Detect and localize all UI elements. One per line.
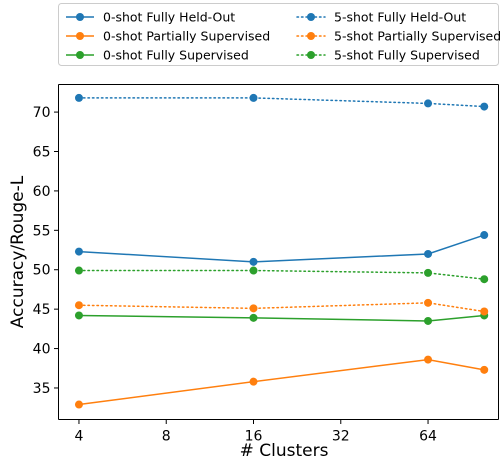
legend-marker [307, 51, 315, 59]
legend-item: 5-shot Fully Supervised [296, 48, 480, 63]
series-line [78, 358, 485, 406]
x-tick-label: 8 [162, 429, 171, 445]
data-point [480, 102, 489, 111]
legend-marker [307, 13, 315, 21]
y-tick-label: 65 [33, 145, 51, 161]
legend-label: 5-shot Fully Supervised [334, 48, 480, 63]
data-point [74, 93, 83, 102]
y-axis-label: Accuracy/Rouge-L [8, 175, 28, 328]
data-point [249, 93, 258, 102]
legend-label: 0-shot Fully Held-Out [103, 10, 235, 25]
legend-item: 5-shot Fully Held-Out [296, 10, 466, 25]
y-tick-label: 55 [33, 223, 51, 239]
data-point [249, 377, 258, 386]
data-point [424, 249, 433, 258]
series-line [78, 269, 485, 280]
data-point [480, 365, 489, 374]
legend: 0-shot Fully Held-Out 0-shot Partially Su… [58, 3, 500, 66]
data-point [249, 313, 258, 322]
legend-item: 0-shot Fully Held-Out [66, 10, 235, 25]
series-0-shot-partially-supervised [74, 355, 489, 409]
data-point [249, 266, 258, 275]
legend-frame [58, 3, 499, 66]
data-point [424, 355, 433, 364]
data-point [74, 301, 83, 310]
series-line [78, 234, 485, 263]
legend-item: 0-shot Partially Supervised [66, 29, 270, 44]
data-point [74, 247, 83, 256]
data-point [74, 311, 83, 320]
legend-item: 0-shot Fully Supervised [66, 48, 249, 63]
data-point [74, 400, 83, 409]
data-point [249, 304, 258, 313]
series-5-shot-fully-held-out [74, 93, 489, 111]
x-tick-label: 4 [75, 429, 84, 445]
x-tick-label: 16 [245, 429, 263, 445]
series-5-shot-fully-supervised [74, 266, 489, 284]
x-axis-label: # Clusters [240, 441, 329, 461]
series-0-shot-fully-held-out [74, 231, 489, 266]
series-line [78, 97, 485, 108]
y-tick-label: 50 [33, 263, 51, 279]
y-tick-label: 40 [33, 342, 51, 358]
data-point [424, 298, 433, 307]
data-point [480, 231, 489, 240]
data-point [74, 266, 83, 275]
legend-marker [76, 51, 84, 59]
x-tick-label: 32 [332, 429, 350, 445]
data-point [424, 99, 433, 108]
legend-label: 0-shot Fully Supervised [103, 48, 249, 63]
y-tick-label: 45 [33, 302, 51, 318]
legend-marker [307, 32, 315, 40]
series-line [78, 314, 485, 322]
legend-label: 0-shot Partially Supervised [103, 29, 270, 44]
y-tick-label: 35 [33, 381, 51, 397]
legend-label: 5-shot Partially Supervised [334, 29, 500, 44]
data-point [480, 275, 489, 284]
data-point [480, 307, 489, 316]
data-point [424, 268, 433, 277]
y-tick-label: 70 [33, 105, 51, 121]
data-point [424, 316, 433, 325]
legend-label: 5-shot Fully Held-Out [334, 10, 466, 25]
legend-marker [76, 32, 84, 40]
x-tick-label: 64 [419, 429, 437, 445]
y-tick-label: 60 [33, 184, 51, 200]
legend-marker [76, 13, 84, 21]
series-line [78, 302, 485, 313]
data-point [249, 257, 258, 266]
series-5-shot-partially-supervised [74, 298, 489, 316]
legend-item: 5-shot Partially Supervised [296, 29, 500, 44]
